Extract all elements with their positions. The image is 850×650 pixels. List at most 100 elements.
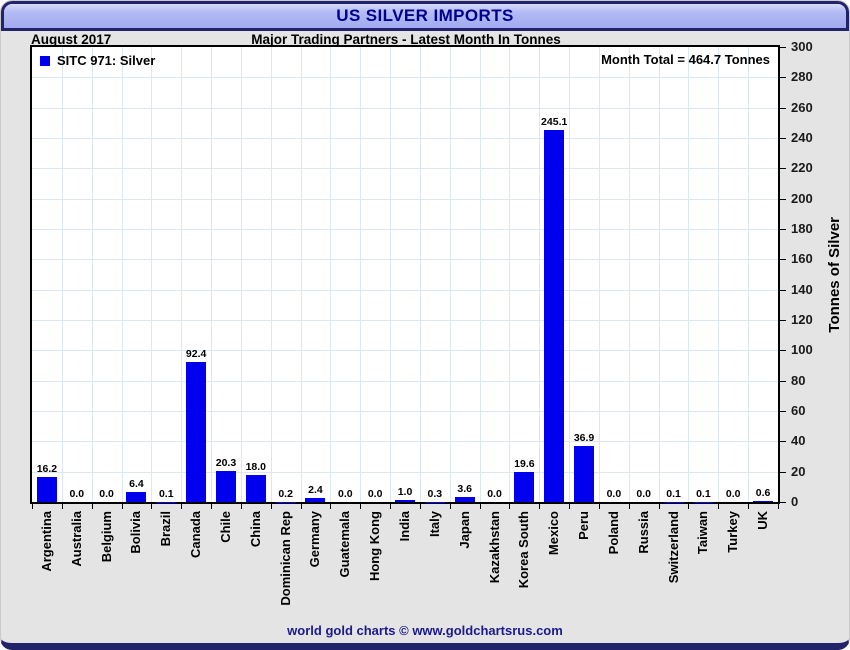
y-tick — [780, 259, 786, 261]
bar-value-label: 0.3 — [427, 487, 443, 500]
y-tick — [780, 380, 786, 382]
month-total-label: Month Total = 464.7 Tonnes — [601, 52, 770, 67]
x-axis-label: Chile — [217, 511, 233, 543]
x-tick — [390, 504, 392, 509]
gridline-v — [569, 47, 571, 502]
x-axis-label: Italy — [426, 511, 442, 538]
footer-credit: world gold charts © www.goldchartsrus.co… — [287, 623, 563, 638]
subheader: August 2017 Major Trading Partners - Lat… — [1, 32, 849, 47]
x-axis-label: China — [247, 511, 263, 548]
x-tick — [211, 504, 213, 509]
gridline-v — [91, 47, 93, 502]
gridline-v — [598, 47, 600, 502]
y-tick — [780, 289, 786, 291]
y-tick — [780, 107, 786, 109]
y-tick — [780, 350, 786, 352]
gridline-h — [32, 168, 778, 170]
gridline-h — [32, 411, 778, 412]
y-tick-label: 60 — [791, 403, 806, 418]
x-axis-label: Peru — [576, 511, 592, 540]
x-tick — [688, 504, 690, 509]
bar-value-label: 0.0 — [606, 488, 622, 500]
gridline-v — [479, 47, 481, 502]
x-tick — [330, 504, 332, 509]
x-tick — [778, 504, 779, 509]
x-tick — [748, 504, 750, 509]
y-tick — [780, 441, 786, 443]
title-bar: US SILVER IMPORTS — [1, 1, 849, 31]
y-tick-label: 100 — [791, 342, 813, 358]
x-tick — [121, 504, 123, 509]
x-tick — [151, 504, 153, 509]
gridline-v — [360, 47, 362, 502]
x-tick — [91, 504, 93, 509]
bar-value-label: 0.1 — [158, 487, 174, 500]
x-axis-label: Belgium — [98, 511, 114, 563]
period-label: August 2017 — [31, 32, 112, 47]
x-axis-label: Australia — [68, 511, 84, 567]
bar-value-label: 3.6 — [457, 482, 472, 495]
gridline-v — [330, 47, 332, 502]
x-tick — [569, 504, 571, 509]
x-axis-label: Canada — [188, 511, 204, 558]
bar — [544, 130, 565, 502]
gridline-v — [688, 47, 690, 502]
y-tick-label: 80 — [791, 372, 806, 388]
y-tick — [780, 77, 786, 79]
y-axis-title: Tonnes of Silver — [825, 216, 843, 333]
plot-area: 16.2 0.0 0.0 6.4 0.1 92.4 20.3 18.0 0.2 2.4 0.0 0.0… — [30, 45, 780, 504]
y-tick — [780, 168, 786, 170]
bar-value-label: 0.1 — [666, 487, 681, 500]
y-tick — [780, 411, 786, 412]
bar-value-label: 2.4 — [308, 484, 323, 497]
x-tick — [240, 504, 242, 509]
y-tick-label: 240 — [791, 130, 813, 145]
bar-value-label: 6.4 — [129, 478, 144, 491]
y-tick-label: 280 — [791, 69, 813, 85]
gridline-h — [32, 107, 778, 109]
bar-value-label: 245.1 — [541, 116, 568, 129]
gridline-v — [748, 47, 750, 502]
bar — [574, 446, 595, 502]
gridline-v — [300, 47, 302, 502]
bar-value-label: 0.2 — [278, 487, 293, 500]
gridline-h — [32, 138, 778, 139]
y-tick — [780, 229, 786, 230]
gridline-v — [449, 47, 451, 502]
gridline-h — [32, 320, 778, 321]
x-axis-label: Kazakhstan — [486, 511, 502, 584]
x-axis-label: Switzerland — [665, 511, 681, 584]
x-tick — [300, 504, 302, 509]
bar-value-label: 0.1 — [696, 487, 711, 500]
gridline-v — [211, 47, 213, 502]
gridline-v — [390, 47, 392, 502]
x-axis-label: UK — [755, 511, 771, 530]
legend-label: SITC 971: Silver — [57, 53, 156, 68]
bar-value-label: 0.0 — [338, 488, 353, 500]
gridline-v — [61, 47, 63, 502]
x-axis-label: Brazil — [158, 511, 174, 547]
x-tick — [61, 504, 63, 509]
gridline-v — [658, 47, 660, 502]
x-axis-label: Hong Kong — [367, 511, 383, 582]
bar-value-label: 92.4 — [185, 347, 207, 360]
y-tick — [780, 198, 786, 200]
y-tick — [780, 47, 786, 48]
bar-value-label: 36.9 — [573, 432, 595, 445]
chart-title: US SILVER IMPORTS — [336, 6, 514, 25]
x-axis-label: Turkey — [725, 511, 741, 553]
y-tick-label: 200 — [791, 190, 813, 206]
bar-value-label: 20.3 — [215, 457, 237, 470]
gridline-h — [32, 380, 778, 382]
y-tick-label: 0 — [791, 494, 799, 509]
bar — [454, 496, 475, 502]
chart-subtitle: Major Trading Partners - Latest Month In… — [251, 32, 561, 47]
y-tick — [780, 502, 786, 503]
x-tick — [360, 504, 362, 509]
gridline-h — [32, 198, 778, 200]
y-tick-label: 40 — [791, 433, 806, 449]
x-axis-label: India — [397, 511, 412, 542]
x-axis-label: Germany — [307, 511, 323, 568]
y-tick-label: 260 — [791, 99, 813, 115]
